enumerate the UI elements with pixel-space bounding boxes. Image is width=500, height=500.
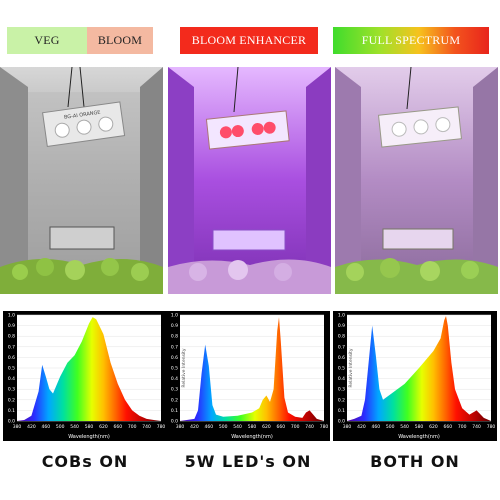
x-axis-label: Wavelength(nm) xyxy=(398,434,440,440)
y-tick-label: 0.8 xyxy=(171,334,178,340)
x-tick-label: 380 xyxy=(343,424,352,430)
x-axis-label: Wavelength(nm) xyxy=(68,434,110,440)
x-tick-label: 660 xyxy=(277,424,286,430)
y-tick-label: 0.2 xyxy=(338,397,345,403)
spectrum-plot: 0.0 0.1 0.2 0.3 0.4 0.5 0.6 0.7 0.8 0.9 1.0 380 420 4… xyxy=(171,313,329,441)
x-tick-label: 380 xyxy=(176,424,185,430)
x-tick-label: 740 xyxy=(142,424,151,430)
x-tick-label: 620 xyxy=(429,424,438,430)
x-tick-label: 420 xyxy=(27,424,36,430)
x-tick-label: 620 xyxy=(99,424,108,430)
y-tick-label: 1.0 xyxy=(171,313,178,319)
x-tick-label: 540 xyxy=(233,424,242,430)
spectrum-chart-5w-leds: 0.0 0.1 0.2 0.3 0.4 0.5 0.6 0.7 0.8 0.9 1.0 380 420 4… xyxy=(166,311,330,441)
caption-both-on: BOTH ON xyxy=(370,452,460,471)
spectrum-area xyxy=(17,317,161,421)
x-tick-label: 780 xyxy=(157,424,166,430)
y-tick-label: 0.8 xyxy=(8,334,15,340)
spectrum-chart-both: 0.0 0.1 0.2 0.3 0.4 0.5 0.6 0.7 0.8 0.9 1.0 380 420 4… xyxy=(333,311,497,441)
x-tick-label: 460 xyxy=(372,424,381,430)
y-tick-label: 0.1 xyxy=(8,408,15,414)
y-tick-label: 0.0 xyxy=(8,419,15,425)
x-tick-label: 580 xyxy=(85,424,94,430)
x-tick-label: 540 xyxy=(70,424,79,430)
y-tick-label: 0.0 xyxy=(338,419,345,425)
y-tick-label: 0.7 xyxy=(8,344,15,350)
x-tick-label: 380 xyxy=(13,424,22,430)
y-tick-label: 0.0 xyxy=(171,419,178,425)
y-tick-label: 0.7 xyxy=(338,344,345,350)
y-tick-label: 0.1 xyxy=(171,408,178,414)
x-tick-label: 500 xyxy=(56,424,65,430)
fixture-label: BG-AI ORANGE xyxy=(64,110,101,121)
spectrum-area xyxy=(180,317,324,421)
x-tick-label: 460 xyxy=(42,424,51,430)
photo-both-on xyxy=(335,67,498,294)
y-tick-label: 0.6 xyxy=(338,355,345,361)
x-tick-label: 540 xyxy=(400,424,409,430)
y-tick-label: 0.3 xyxy=(171,387,178,393)
y-tick-label: 0.9 xyxy=(171,323,178,329)
x-tick-label: 660 xyxy=(444,424,453,430)
x-tick-label: 740 xyxy=(305,424,314,430)
x-tick-label: 780 xyxy=(320,424,329,430)
y-tick-label: 0.5 xyxy=(8,366,15,372)
badge-veg: VEG xyxy=(7,27,87,54)
caption-5w-leds-on: 5W LED's ON xyxy=(184,452,312,471)
x-tick-label: 580 xyxy=(248,424,257,430)
y-axis-label: Relative Intensity xyxy=(348,348,354,388)
grow-tent-illustration xyxy=(168,67,331,294)
x-tick-label: 420 xyxy=(190,424,199,430)
y-tick-label: 0.5 xyxy=(338,366,345,372)
y-tick-label: 0.6 xyxy=(8,355,15,361)
y-tick-label: 0.4 xyxy=(8,376,15,382)
spectrum-plot: 0.0 0.1 0.2 0.3 0.4 0.5 0.6 0.7 0.8 0.9 1.0 380 420 4… xyxy=(8,313,166,441)
y-axis-label: Relative Intensity xyxy=(181,348,187,388)
x-tick-label: 500 xyxy=(219,424,228,430)
spectrum-area xyxy=(347,316,491,421)
x-tick-label: 740 xyxy=(472,424,481,430)
badge-full-spectrum: FULL SPECTRUM xyxy=(333,27,489,54)
y-tick-label: 0.8 xyxy=(338,334,345,340)
y-tick-label: 1.0 xyxy=(8,313,15,319)
photo-cobs-on: BG-AI ORANGE xyxy=(0,67,163,294)
y-tick-label: 0.3 xyxy=(8,387,15,393)
badge-bloom-enhancer: BLOOM ENHANCER xyxy=(180,27,318,54)
y-tick-label: 0.7 xyxy=(171,344,178,350)
y-tick-label: 0.4 xyxy=(338,376,345,382)
x-tick-label: 420 xyxy=(357,424,366,430)
x-tick-label: 500 xyxy=(386,424,395,430)
y-tick-label: 0.5 xyxy=(171,366,178,372)
photo-5w-leds-on xyxy=(168,67,331,294)
y-tick-label: 0.1 xyxy=(338,408,345,414)
x-tick-label: 700 xyxy=(128,424,137,430)
grow-tent-illustration: BG-AI ORANGE xyxy=(0,67,163,294)
x-tick-label: 580 xyxy=(415,424,424,430)
spectrum-chart-cobs: 0.0 0.1 0.2 0.3 0.4 0.5 0.6 0.7 0.8 0.9 1.0 380 420 4… xyxy=(3,311,167,441)
x-tick-label: 700 xyxy=(458,424,467,430)
x-tick-label: 700 xyxy=(291,424,300,430)
x-tick-label: 660 xyxy=(114,424,123,430)
spectrum-plot: 0.0 0.1 0.2 0.3 0.4 0.5 0.6 0.7 0.8 0.9 1.0 380 420 4… xyxy=(338,313,496,441)
caption-cobs-on: COBs ON xyxy=(41,452,129,471)
y-tick-label: 1.0 xyxy=(338,313,345,319)
x-axis-label: Wavelength(nm) xyxy=(231,434,273,440)
y-tick-label: 0.9 xyxy=(338,323,345,329)
badge-bloom: BLOOM xyxy=(87,27,153,54)
y-tick-label: 0.2 xyxy=(8,397,15,403)
x-tick-label: 620 xyxy=(262,424,271,430)
x-tick-label: 460 xyxy=(205,424,214,430)
y-tick-label: 0.4 xyxy=(171,376,178,382)
y-tick-label: 0.3 xyxy=(338,387,345,393)
grow-tent-illustration xyxy=(335,67,498,294)
x-tick-label: 780 xyxy=(487,424,496,430)
y-tick-label: 0.2 xyxy=(171,397,178,403)
y-tick-label: 0.6 xyxy=(171,355,178,361)
y-tick-label: 0.9 xyxy=(8,323,15,329)
